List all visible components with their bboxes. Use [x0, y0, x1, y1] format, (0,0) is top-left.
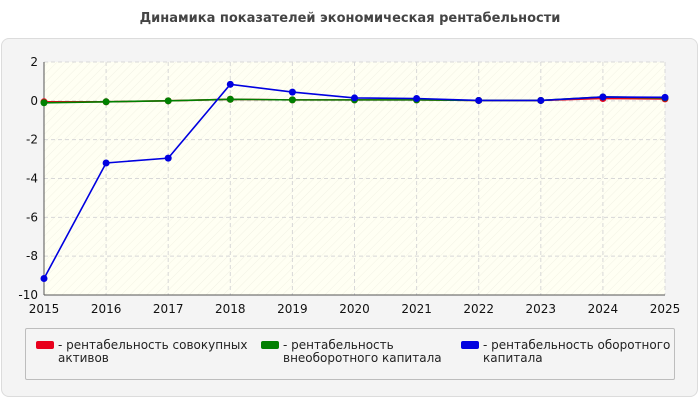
- x-tick-label: 2022: [463, 302, 494, 316]
- legend: - рентабельность совокупных активов - ре…: [25, 328, 675, 380]
- series-working-capital-point: [102, 159, 110, 167]
- x-tick-label: 2023: [526, 302, 557, 316]
- x-tick-label: 2016: [91, 302, 122, 316]
- series-fixed-capital-point: [226, 95, 234, 103]
- legend-swatch-green: [261, 341, 279, 349]
- legend-item-working-capital: - рентабельность оборотного капитала: [461, 339, 671, 365]
- series-working-capital-point: [351, 94, 358, 102]
- series-fixed-capital-point: [102, 98, 110, 106]
- series-working-capital-point: [413, 95, 421, 103]
- x-tick-label: 2021: [401, 302, 432, 316]
- series-working-capital-point: [226, 80, 234, 88]
- series-working-capital-point: [661, 93, 669, 101]
- x-tick-label: 2015: [29, 302, 60, 316]
- x-tick-label: 2024: [588, 302, 619, 316]
- y-tick-label: -8: [26, 249, 38, 263]
- legend-item-total-assets: - рентабельность совокупных активов: [36, 339, 251, 365]
- series-working-capital-point: [599, 93, 607, 101]
- series-working-capital-point: [537, 96, 545, 104]
- x-tick-label: 2025: [650, 302, 681, 316]
- x-tick-label: 2017: [153, 302, 184, 316]
- y-tick-label: 2: [30, 55, 38, 69]
- series-working-capital-point: [475, 96, 483, 104]
- y-tick-label: -2: [26, 133, 38, 147]
- y-tick-label: 0: [30, 94, 38, 108]
- x-tick-label: 2018: [215, 302, 246, 316]
- series-fixed-capital-point: [164, 97, 172, 105]
- y-tick-label: -4: [26, 172, 38, 186]
- series-fixed-capital-point: [288, 96, 296, 104]
- y-tick-label: -10: [18, 288, 38, 302]
- legend-item-fixed-capital: - рентабельность внеоборотного капитала: [261, 339, 451, 365]
- legend-label: - рентабельность внеоборотного капитала: [283, 338, 442, 365]
- series-working-capital-point: [40, 274, 48, 282]
- y-tick-label: -6: [26, 210, 38, 224]
- series-working-capital-point: [164, 154, 172, 162]
- legend-label: - рентабельность совокупных активов: [58, 338, 248, 365]
- legend-swatch-red: [36, 341, 54, 349]
- legend-label: - рентабельность оборотного капитала: [483, 338, 671, 365]
- chart-title: Динамика показателей экономическая рента…: [139, 11, 561, 26]
- x-tick-label: 2019: [277, 302, 308, 316]
- series-working-capital-point: [288, 88, 296, 96]
- x-tick-label: 2020: [339, 302, 370, 316]
- series-fixed-capital-point: [40, 99, 48, 107]
- legend-swatch-blue: [461, 341, 479, 349]
